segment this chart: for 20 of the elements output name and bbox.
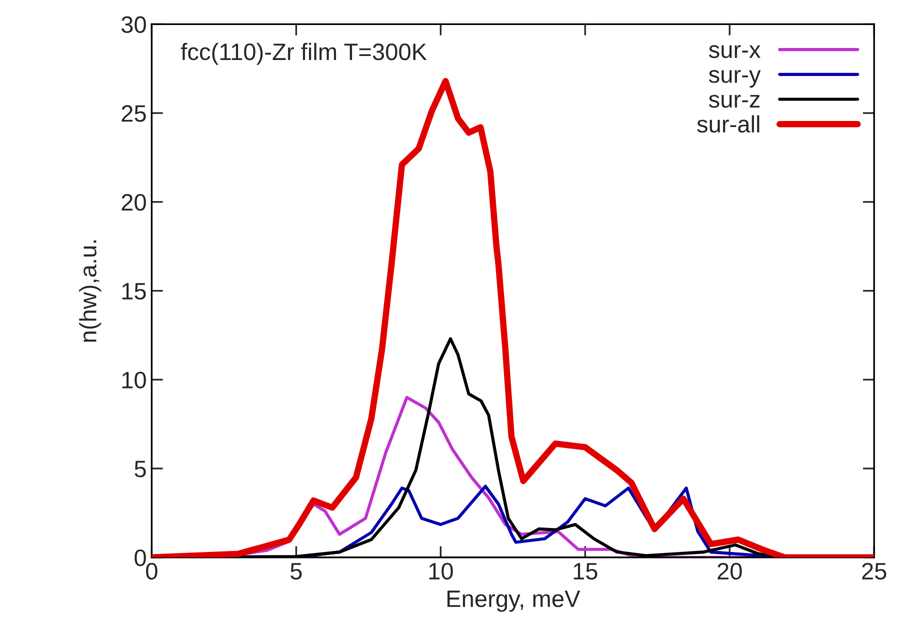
y-tick-label: 0 [134,549,146,566]
y-tick-label: 15 [122,283,146,300]
legend-label: sur-x [708,45,761,58]
y-tick-label: 20 [122,194,146,211]
x-tick-label: 0 [146,562,158,580]
y-axis-title: n(hw),a.u. [79,240,102,342]
x-axis-title: Energy, meV [447,590,580,612]
x-tick-label: 20 [718,562,742,580]
x-tick-label: 25 [862,562,886,580]
y-tick-label: 5 [134,460,146,478]
x-tick-label: 15 [574,563,598,580]
y-tick-label: 25 [122,105,146,122]
legend-label: sur-all [697,115,760,133]
annotation: fcc(110)-Zr film T=300K [180,42,427,65]
y-tick-label: 30 [121,16,146,33]
y-tick-label: 10 [122,372,146,388]
x-tick-label: 10 [429,562,453,580]
legend-label: sur-z [708,94,760,108]
x-tick-label: 5 [290,563,302,580]
legend-label: sur-y [708,70,761,88]
